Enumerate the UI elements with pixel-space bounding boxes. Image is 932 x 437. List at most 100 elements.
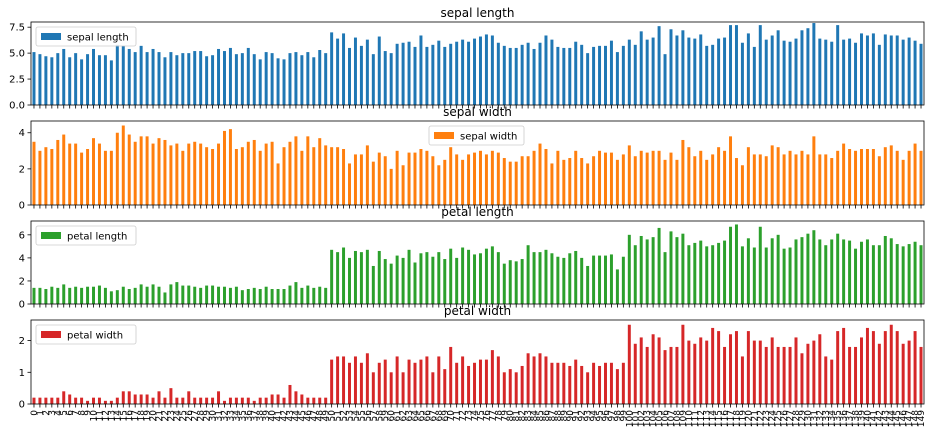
bar xyxy=(669,346,673,404)
bar xyxy=(74,397,78,404)
bar xyxy=(74,143,78,205)
bar xyxy=(889,35,893,105)
bar xyxy=(651,334,655,404)
y-tick-label: 0.0 xyxy=(9,101,25,112)
bar xyxy=(103,150,107,205)
bar xyxy=(854,248,858,304)
x-tick-label: 71 xyxy=(453,410,463,421)
x-tick-label: 72 xyxy=(459,410,469,421)
bar xyxy=(609,254,613,304)
bar xyxy=(80,287,84,304)
bar xyxy=(848,240,852,304)
bar xyxy=(693,38,697,105)
bar xyxy=(121,45,125,105)
bar xyxy=(151,143,155,205)
bar xyxy=(217,391,221,404)
bar xyxy=(151,48,155,105)
bar xyxy=(246,141,250,205)
bar xyxy=(383,359,387,404)
bar xyxy=(717,147,721,205)
x-tick-label: 37 xyxy=(250,410,260,421)
bar xyxy=(151,284,155,304)
bar xyxy=(193,141,197,205)
bar xyxy=(413,362,417,404)
bar xyxy=(883,331,887,404)
bar xyxy=(621,256,625,304)
bar xyxy=(609,40,613,105)
bar xyxy=(425,46,429,105)
bar xyxy=(44,397,48,404)
bar xyxy=(592,362,596,404)
bar xyxy=(794,337,798,404)
bar xyxy=(645,39,649,105)
bar xyxy=(401,165,405,205)
bar xyxy=(258,397,262,404)
bar xyxy=(50,397,54,404)
bar xyxy=(633,44,637,105)
bar xyxy=(729,136,733,205)
x-tick-label: 97 xyxy=(607,410,617,421)
bar xyxy=(127,391,131,404)
x-tick-label: 75 xyxy=(476,410,486,421)
bar xyxy=(895,244,899,304)
bar xyxy=(228,129,232,205)
bar xyxy=(175,55,179,105)
bar xyxy=(431,372,435,404)
bar xyxy=(97,397,101,404)
bar xyxy=(97,143,101,205)
bar xyxy=(97,285,101,304)
legend: petal width xyxy=(35,324,137,345)
bar xyxy=(288,53,292,106)
bar xyxy=(877,343,881,404)
bar xyxy=(550,163,554,205)
x-tick-label: 126 xyxy=(780,410,790,427)
bar xyxy=(80,397,84,404)
bar xyxy=(770,35,774,105)
bar xyxy=(353,356,357,404)
legend-swatch xyxy=(434,132,454,139)
bar xyxy=(770,145,774,205)
bar xyxy=(342,247,346,304)
bar xyxy=(568,47,572,105)
bar xyxy=(836,25,840,105)
subplot-3: petal length 0 2 4 6 petal length xyxy=(19,205,925,311)
bar xyxy=(127,134,131,205)
x-tick-label: 86 xyxy=(542,410,552,422)
bar xyxy=(121,286,125,304)
bar xyxy=(734,224,738,304)
x-tick-label: 125 xyxy=(774,410,784,427)
x-tick-label: 56 xyxy=(363,410,373,422)
bar xyxy=(514,47,518,105)
legend-swatch xyxy=(41,331,61,338)
bar xyxy=(478,359,482,404)
bar xyxy=(889,238,893,304)
bar xyxy=(633,343,637,404)
bar xyxy=(782,154,786,205)
x-tick-label: 100 xyxy=(625,410,635,427)
x-tick-label: 43 xyxy=(286,410,296,421)
bar xyxy=(234,286,238,304)
bar xyxy=(657,337,661,404)
bar xyxy=(520,365,524,404)
subplot-title: petal length xyxy=(441,205,513,219)
bar xyxy=(586,53,590,106)
bar xyxy=(556,46,560,105)
bar xyxy=(556,150,560,205)
bar xyxy=(211,149,215,205)
x-tick-label: 78 xyxy=(494,410,504,422)
bar xyxy=(568,253,572,304)
x-tick-label: 81 xyxy=(512,410,522,421)
bar xyxy=(687,340,691,404)
x-tick-label: 1 xyxy=(36,410,46,416)
bar xyxy=(288,285,292,304)
bar xyxy=(663,252,667,305)
bar xyxy=(538,143,542,205)
bar xyxy=(461,159,465,205)
bar xyxy=(740,165,744,205)
x-tick-label: 26 xyxy=(185,410,195,422)
bar xyxy=(92,397,95,404)
bar xyxy=(627,324,631,404)
bar xyxy=(883,235,887,304)
x-tick-label: 65 xyxy=(417,410,427,421)
bar xyxy=(514,261,518,304)
